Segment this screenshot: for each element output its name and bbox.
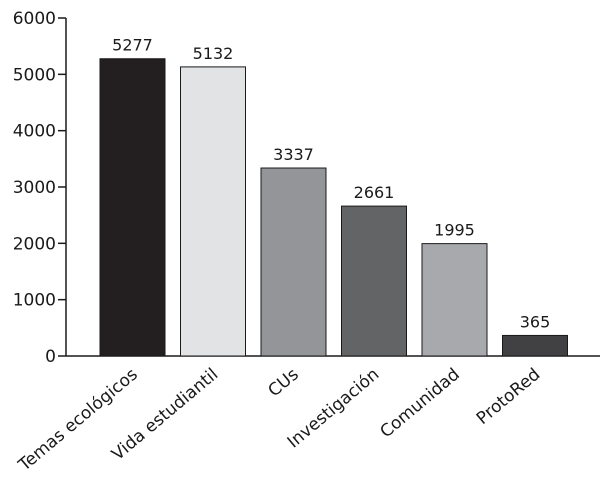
y-tick-label: 6000: [13, 9, 56, 29]
data-label: 1995: [434, 221, 475, 240]
y-tick-label: 1000: [13, 291, 56, 311]
bar: [502, 334, 568, 357]
y-axis: 0 1000 2000 3000 4000 5000 6000: [13, 9, 67, 367]
y-tick-label: 2000: [13, 234, 56, 254]
data-label: 5277: [112, 36, 153, 55]
y-tick-label: 5000: [13, 65, 56, 85]
bars: [99, 58, 568, 357]
data-label: 3337: [273, 145, 314, 164]
value-labels: 5277 5132 3337 2661 1995 365: [112, 36, 550, 332]
y-tick-label: 4000: [13, 122, 56, 142]
bar: [260, 167, 327, 357]
bar: [180, 66, 246, 357]
y-tick-label: 3000: [13, 178, 56, 198]
data-label: 2661: [354, 183, 395, 202]
data-label: 5132: [193, 44, 234, 63]
y-tick-label: 0: [45, 347, 56, 367]
bar: [99, 58, 166, 357]
bar: [421, 243, 488, 357]
x-tick-label: ProtoRed: [473, 365, 544, 429]
data-label: 365: [520, 312, 551, 331]
x-tick-label: Comunidad: [376, 365, 463, 443]
bar: [341, 205, 407, 357]
x-tick-label: CUs: [264, 364, 302, 401]
